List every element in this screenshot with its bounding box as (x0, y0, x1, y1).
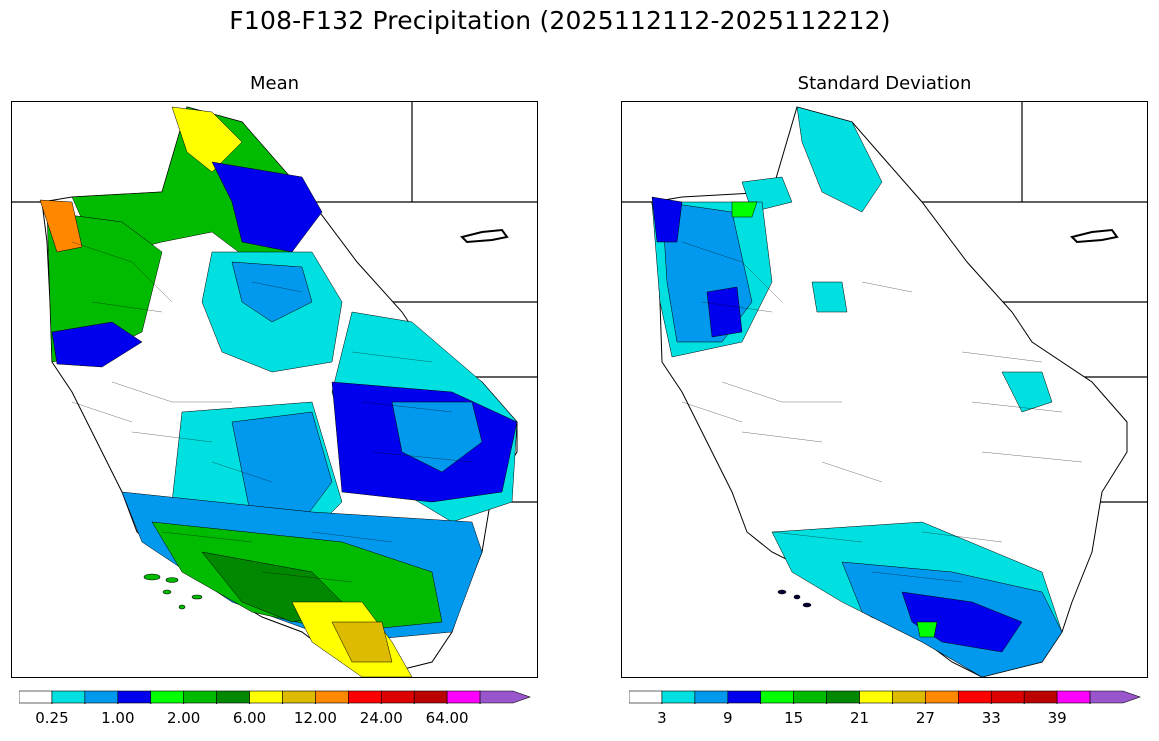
sd-coast-darkblue (651, 196, 683, 243)
colorbar-swatch (216, 690, 250, 704)
figure-title: F108-F132 Precipitation (2025112112-2025… (229, 6, 891, 35)
region-coast-orange (39, 199, 83, 253)
colorbar-swatch (84, 690, 119, 704)
colorbar-swatch (1089, 690, 1141, 704)
sd-idaho-cyan (811, 281, 848, 313)
colorbar-stddev-bar (628, 690, 1141, 704)
colorbar-swatch (793, 690, 827, 704)
region-north-yellow (171, 106, 243, 173)
map-stddev (621, 101, 1148, 678)
colorbar-swatch (925, 690, 959, 704)
colorbar-swatch (150, 690, 184, 704)
map-mean (11, 101, 538, 678)
colorbar-swatch (479, 690, 531, 704)
colorbar-swatch (1023, 690, 1058, 704)
sd-utah-cyan (1001, 371, 1053, 413)
colorbar-swatch (18, 690, 53, 704)
panel-title-mean: Mean (249, 73, 300, 94)
colorbar-stddev: 3 9 15 21 27 33 39 (628, 689, 1141, 739)
colorbar-swatch (315, 690, 349, 704)
sd-south-green (916, 621, 938, 638)
colorbar-swatch (51, 690, 86, 704)
colorbar-mean: 0.25 1.00 2.00 6.00 12.00 24.00 64.00 (18, 689, 531, 739)
colorbar-mean-bar (18, 690, 531, 704)
colorbar-swatch (661, 690, 696, 704)
colorbar-tick-label: 33 (981, 709, 1001, 727)
colorbar-swatch (694, 690, 729, 704)
colorbar-tick-label: 27 (915, 709, 935, 727)
region-idaho-blue (231, 261, 313, 323)
colorbar-tick-label: 12.00 (293, 709, 337, 727)
colorbar-swatch (859, 690, 893, 704)
colorbar-tick-label: 0.25 (35, 709, 69, 727)
colorbar-tick-label: 39 (1047, 709, 1067, 727)
colorbar-swatch (446, 690, 481, 704)
colorbar-tick-label: 1.00 (101, 709, 135, 727)
colorbar-tick-label: 2.00 (166, 709, 201, 727)
colorbar-swatch (282, 690, 316, 704)
region-south-gold (331, 621, 393, 663)
sd-south-darkblue (901, 591, 1023, 653)
colorbar-tick-label: 6.00 (232, 709, 267, 727)
colorbar-swatch (183, 690, 217, 704)
colorbar-swatch (628, 690, 663, 704)
colorbar-swatch (1056, 690, 1091, 704)
region-rockies-lightblue (391, 401, 483, 473)
colorbar-tick-label: 15 (784, 709, 804, 727)
colorbar-tick-label: 24.00 (359, 709, 403, 727)
colorbar-swatch (727, 690, 762, 704)
panel-title-stddev: Standard Deviation (797, 73, 972, 94)
colorbar-swatch (760, 690, 794, 704)
colorbar-swatch (117, 690, 152, 704)
colorbar-swatch (826, 690, 860, 704)
colorbar-swatch (249, 690, 283, 704)
region-coast-blue (51, 321, 143, 368)
sd-green-spot (731, 201, 758, 218)
colorbar-swatch (990, 690, 1025, 704)
colorbar-swatch (892, 690, 926, 704)
sd-coast-darkblue-2 (706, 286, 743, 338)
colorbar-swatch (380, 690, 415, 704)
colorbar-swatch (958, 690, 992, 704)
colorbar-tick-label: 9 (723, 709, 733, 727)
colorbar-tick-label: 64.00 (425, 709, 469, 727)
colorbar-swatch (413, 690, 448, 704)
colorbar-tick-label: 21 (849, 709, 870, 727)
colorbar-tick-label: 3 (657, 709, 667, 727)
colorbar-swatch (348, 690, 382, 704)
sd-north-cyan (796, 106, 883, 213)
